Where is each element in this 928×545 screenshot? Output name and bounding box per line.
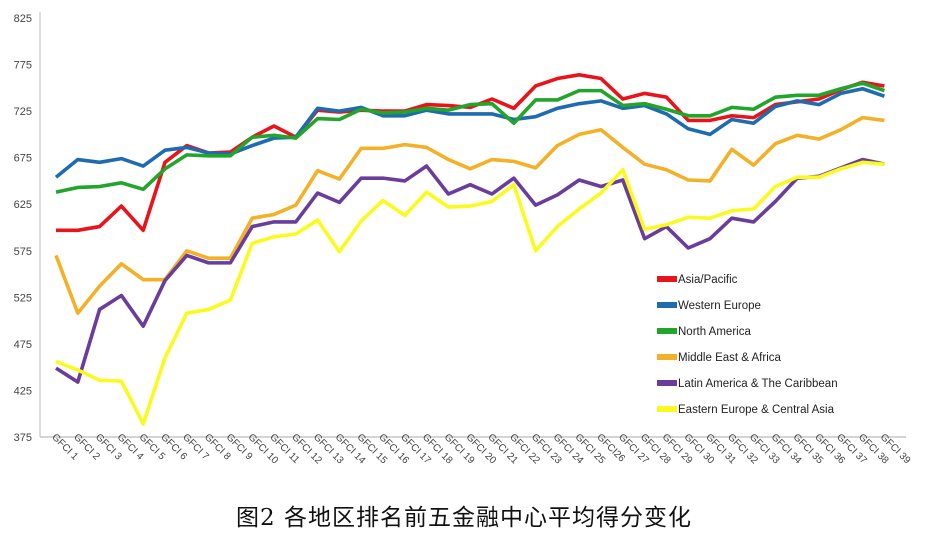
legend-swatch <box>657 354 677 360</box>
y-tick-label: 625 <box>14 199 32 211</box>
legend-item: Eastern Europe & Central Asia <box>657 404 835 416</box>
series-line-western-europe <box>54 86 885 179</box>
legend-label: Latin America & The Caribbean <box>678 378 838 390</box>
legend-label: Eastern Europe & Central Asia <box>678 404 835 416</box>
y-tick-label: 375 <box>14 432 32 444</box>
y-tick-label: 525 <box>14 292 32 304</box>
legend-swatch <box>657 328 677 334</box>
legend-swatch <box>657 276 677 282</box>
y-tick-label: 575 <box>14 246 32 258</box>
legend-label: Middle East & Africa <box>678 352 782 364</box>
y-tick-label: 475 <box>14 339 32 351</box>
legend-item: Latin America & The Caribbean <box>657 378 838 390</box>
legend-item: North America <box>657 326 751 338</box>
chart-title: 图2 各地区排名前五金融中心平均得分变化 <box>236 505 692 531</box>
y-tick-label: 675 <box>14 153 32 165</box>
legend-item: Middle East & Africa <box>657 352 782 364</box>
legend-swatch <box>657 406 677 412</box>
y-tick-label: 825 <box>14 13 32 25</box>
series-line-latin-america-the-caribbean <box>55 157 885 384</box>
y-tick-label: 725 <box>14 106 32 118</box>
legend-label: Western Europe <box>678 300 761 312</box>
legend-label: Asia/Pacific <box>678 274 738 286</box>
legend-item: Asia/Pacific <box>657 274 738 286</box>
legend-swatch <box>657 302 677 308</box>
legend-item: Western Europe <box>657 300 761 312</box>
series-line-eastern-europe-central-asia <box>55 160 885 426</box>
y-tick-label: 425 <box>14 385 32 397</box>
legend-label: North America <box>678 326 751 338</box>
legend-swatch <box>657 380 677 386</box>
series-line-north-america <box>55 81 885 194</box>
y-tick-label: 775 <box>14 60 32 72</box>
series-line-middle-east-africa <box>54 115 885 315</box>
